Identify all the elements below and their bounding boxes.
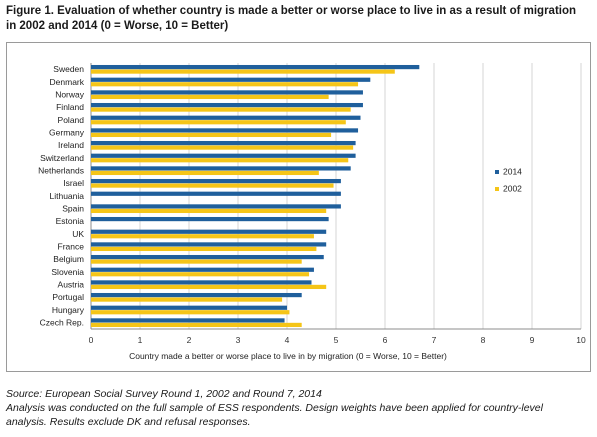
category-label: Belgium [53,254,84,264]
bar-2014 [91,216,329,222]
bar-2002 [91,82,359,87]
legend-label-2014: 2014 [503,167,522,177]
bar-2014 [91,178,341,184]
bar-2014 [91,115,361,120]
figure-title-line-1: Figure 1. Evaluation of whether country … [6,5,577,17]
category-label: Hungary [52,305,85,315]
bar-2002 [91,170,319,176]
bar-2002 [91,297,283,302]
legend-swatch-2002 [495,187,499,191]
x-tick-label: 1 [138,335,143,345]
bar-2014 [91,102,363,108]
bar-2002 [91,259,302,264]
bar-2014 [91,254,324,260]
bar-chart: 0 1 2 3 4 5 6 7 8 9 10 Country made a better or wor… [38,63,586,361]
category-label: Finland [56,102,84,112]
bar-2014 [91,77,371,82]
x-axis-label: Country made a better or worse place to … [129,351,447,361]
category-label: Israel [63,178,84,188]
bar-2014 [91,318,285,323]
bar-2002 [91,132,332,138]
bar-2014 [91,242,327,247]
bar-2002 [91,272,310,277]
figure-title-line-2: in 2002 and 2014 (0 = Worse, 10 = Better… [6,20,229,32]
bar-2002 [91,310,290,315]
bar-2014 [91,64,420,70]
bar-2014 [91,292,302,298]
bar-2014 [91,305,287,310]
bar-2002 [91,246,317,252]
chart-frame: 0 1 2 3 4 5 6 7 8 9 10 Country made a better or wor… [6,42,591,372]
category-label: Portugal [52,292,84,302]
category-label: France [58,242,85,252]
bar-2014 [91,90,363,95]
bar-2002 [91,120,346,125]
bar-2014 [91,267,314,272]
category-label: Czech Rep. [40,318,84,328]
x-tick-label: 8 [481,335,486,345]
bar-2002 [91,145,354,150]
x-tick-label: 9 [530,335,535,345]
bar-2002 [91,183,334,188]
category-label: Germany [49,128,85,138]
x-tick-label: 5 [334,335,339,345]
bar-2002 [91,284,327,290]
bar-2014 [91,280,312,285]
bar-2014 [91,153,356,158]
source-note: Source: European Social Survey Round 1, … [6,388,322,400]
category-label: Norway [55,90,85,100]
category-label: Poland [58,115,85,125]
x-tick-label: 0 [89,335,94,345]
x-tick-label: 7 [432,335,437,345]
legend-swatch-2014 [495,170,499,174]
bar-2014 [91,191,341,196]
bar-2002 [91,158,349,163]
category-label: UK [72,229,84,239]
x-tick-label: 6 [383,335,388,345]
x-tick-label: 3 [236,335,241,345]
legend-label-2002: 2002 [503,184,522,194]
figure-title: Figure 1. Evaluation of whether country … [6,4,591,34]
category-label: Estonia [56,216,85,226]
category-label: Slovenia [51,267,84,277]
bar-2014 [91,204,341,209]
method-note-line-1: Analysis was conducted on the full sampl… [6,402,543,414]
bar-2014 [91,229,327,234]
category-label: Switzerland [40,153,84,163]
category-label: Austria [58,280,85,290]
bar-2014 [91,128,359,133]
bar-2014 [91,140,356,146]
bar-2002 [91,322,302,328]
x-tick-label: 2 [187,335,192,345]
category-label: Ireland [58,140,84,150]
category-label: Spain [62,204,84,214]
x-tick-label: 4 [285,335,290,345]
bar-2002 [91,208,327,214]
category-label: Sweden [53,64,84,74]
x-tick-label: 10 [576,335,586,345]
bar-2002 [91,69,395,74]
bar-2002 [91,107,351,112]
category-label: Denmark [50,77,85,87]
bar-2014 [91,166,351,171]
category-label: Lithuania [49,191,84,201]
category-label: Netherlands [38,166,84,176]
bar-2002 [91,234,314,239]
method-note-line-2: analysis. Results exclude DK and refusal… [6,416,251,428]
figure-notes: Source: European Social Survey Round 1, … [6,387,591,429]
bar-2002 [91,94,329,100]
